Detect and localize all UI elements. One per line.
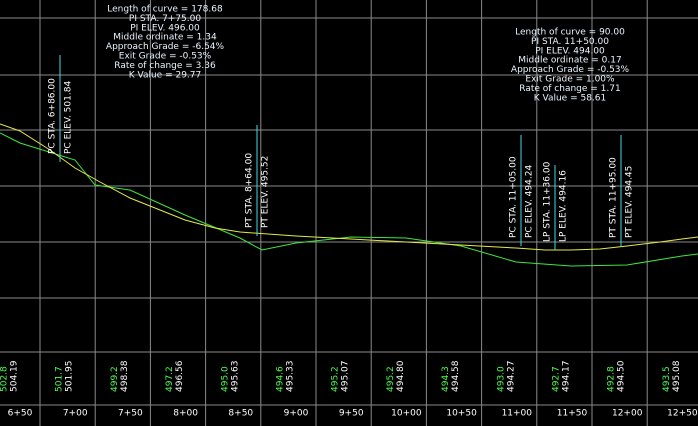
profile-elevation: 504.19: [10, 360, 20, 392]
station-label: 7+50: [118, 409, 143, 419]
existing-elevation: 497.2: [165, 366, 175, 392]
station-label: 11+50: [557, 409, 588, 419]
existing-elevation: 495.2: [331, 366, 341, 392]
existing-elevation: 501.7: [55, 366, 65, 392]
marker-elevation: PT ELEV. 494.45: [625, 166, 635, 238]
existing-elevation: 493.0: [496, 366, 506, 392]
existing-elevation: 502.8: [0, 366, 10, 392]
curve-info: PI STA. 11+50.00: [531, 37, 609, 47]
station-label: 12+50: [667, 409, 698, 419]
curve-info: Length of curve = 178.68: [107, 5, 223, 15]
curve-info: Middle ordinate = 0.17: [518, 56, 621, 66]
curve-info: K Value = 58.61: [534, 93, 607, 103]
marker-elevation: PT ELEV. 495.52: [261, 156, 271, 228]
station-label: 10+00: [391, 409, 422, 419]
marker-elevation: PC ELEV. 494.24: [525, 165, 535, 238]
profile-elevation: 495.07: [341, 361, 351, 393]
curve-info: Rate of change = 3.36: [114, 61, 216, 71]
profile-elevation: 495.63: [230, 361, 240, 393]
curve-info: Exit Grade = 1.00%: [525, 75, 615, 85]
station-label: 9+50: [339, 409, 364, 419]
curve-info: Middle ordinate = 1.34: [113, 33, 217, 43]
marker-elevation: PC ELEV. 501.84: [64, 81, 74, 154]
profile-elevation: 494.80: [396, 360, 406, 392]
marker-station: LP STA. 11+36.00: [543, 161, 553, 242]
existing-elevation: 494.6: [276, 366, 286, 392]
curve-info: Rate of change = 1.71: [519, 84, 620, 94]
station-label: 10+50: [446, 409, 477, 419]
existing-elevation: 492.8: [607, 366, 617, 392]
station-label: 12+00: [612, 409, 643, 419]
marker-station: PT STA. 11+95.00: [609, 157, 619, 238]
station-label: 9+00: [284, 409, 309, 419]
profile-elevation: 494.50: [617, 360, 627, 392]
curve-markers: PC STA. 6+86.00 PC ELEV. 501.84 PT STA. 8+…: [48, 55, 635, 250]
curve-info: Length of curve = 90.00: [515, 28, 625, 38]
profile-elevation: 501.95: [65, 361, 75, 393]
marker-station: PC STA. 11+05.00: [509, 156, 519, 238]
profile-elevation: 494.17: [562, 361, 572, 393]
existing-elevation: 495.2: [386, 366, 396, 392]
profile-elevation: 495.33: [286, 361, 296, 393]
curve-info: Exit Grade = -0.53%: [119, 52, 212, 62]
curve-info: PI ELEV. 494.00: [535, 46, 605, 56]
curve-info: K Value = 29.77: [129, 70, 202, 80]
elevation-table: 502.8 504.19 6+50 501.7 501.95 7+00 499.2 498.3…: [0, 360, 698, 418]
station-label: 8+50: [228, 409, 253, 419]
existing-elevation: 499.2: [110, 366, 120, 392]
profile-elevation: 496.56: [175, 360, 185, 392]
marker-station: PT STA. 8+64.00: [245, 153, 255, 228]
existing-ground: [0, 132, 698, 267]
profile-elevation: 495.08: [672, 360, 682, 392]
profile-elevation: 498.38: [120, 360, 130, 392]
profile-elevation: 494.27: [506, 361, 516, 393]
curve-info: Approach Grade = -0.53%: [511, 65, 630, 75]
proposed-profile: [0, 123, 698, 251]
existing-elevation: 495.0: [220, 366, 230, 392]
existing-elevation: 493.5: [662, 366, 672, 392]
curve-info: Approach Grade = -6.54%: [106, 42, 225, 52]
marker-elevation: LP ELEV. 494.16: [559, 170, 569, 242]
curve-info: PI ELEV. 496.00: [130, 23, 200, 33]
marker-station: PC STA. 6+86.00: [48, 78, 58, 154]
curve-info: PI STA. 7+75.00: [129, 14, 201, 24]
station-label: 11+00: [502, 409, 533, 419]
existing-elevation: 494.3: [441, 366, 451, 392]
station-label: 7+00: [63, 409, 88, 419]
station-label: 6+50: [8, 409, 33, 419]
station-label: 8+00: [173, 409, 198, 419]
profile-elevation: 494.58: [451, 360, 461, 392]
existing-elevation: 492.7: [552, 366, 562, 392]
